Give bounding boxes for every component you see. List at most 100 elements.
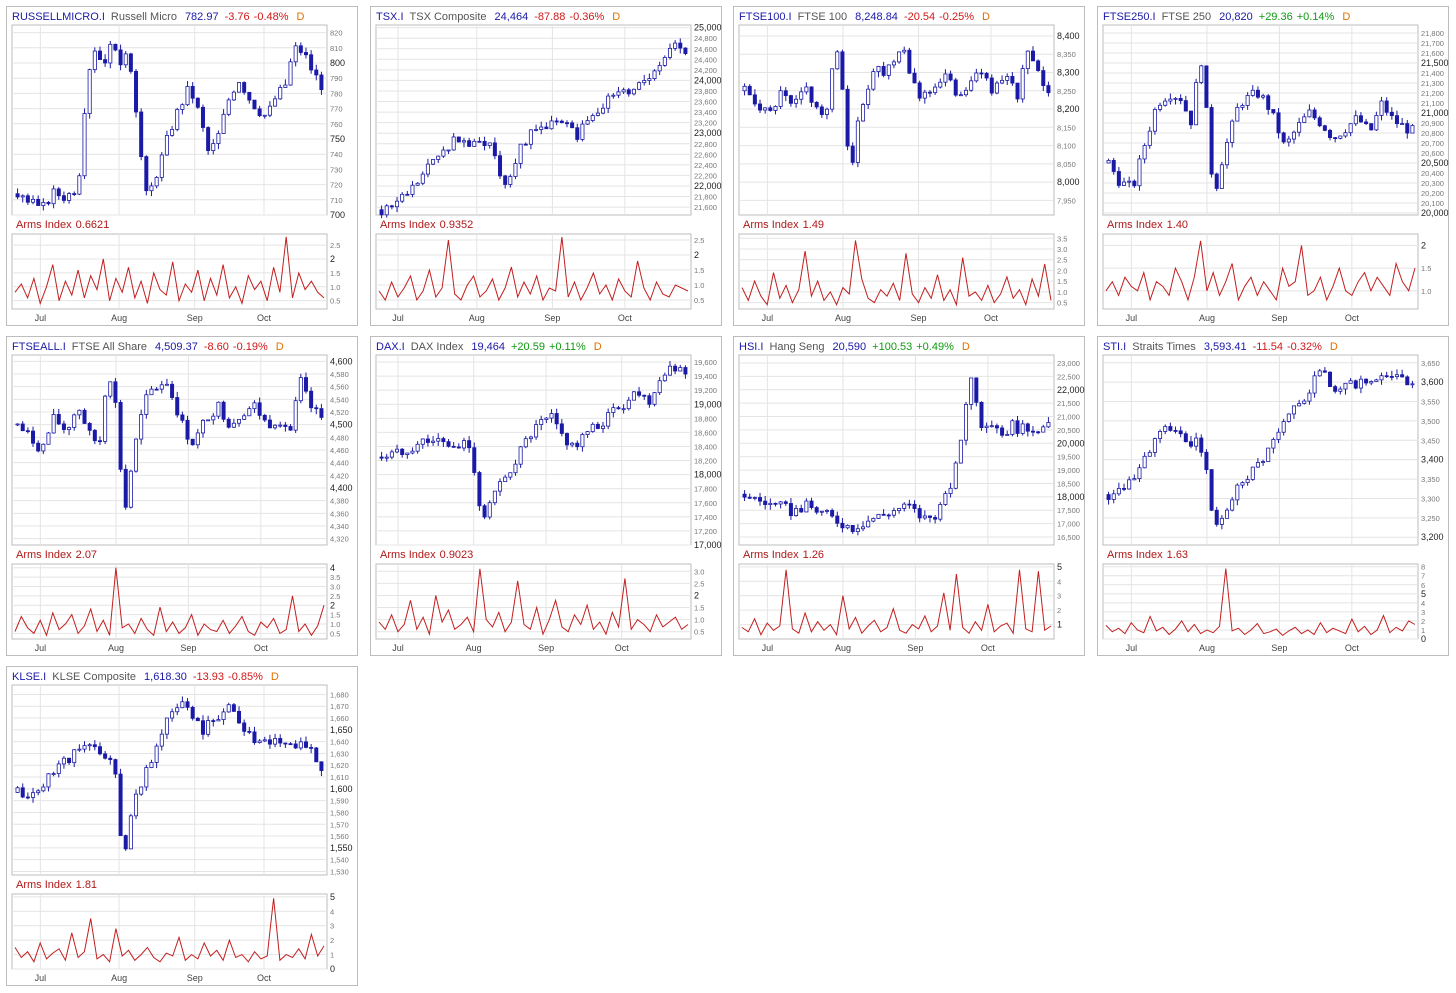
- candle-body: [36, 790, 41, 794]
- candle-body: [389, 205, 394, 208]
- candle-body: [590, 115, 595, 121]
- candle-body: [72, 749, 77, 764]
- candle-body: [683, 47, 688, 54]
- price-tick-label: 4,360: [330, 509, 349, 518]
- symbol-link[interactable]: DAX.I: [376, 341, 405, 353]
- candle-body: [513, 463, 518, 474]
- arms-plot-frame: [11, 563, 328, 640]
- index-name: Russell Micro: [110, 11, 177, 23]
- price-tick-label: 700: [330, 210, 345, 220]
- price-tick-label: 25,000: [694, 23, 722, 33]
- last-price: 20,590: [832, 341, 867, 353]
- month-label: Oct: [615, 643, 630, 653]
- candle-body: [319, 761, 324, 771]
- change-percent: -0.85%: [228, 671, 263, 683]
- arms-series-line: [378, 236, 689, 302]
- price-tick-label: 4,320: [330, 535, 349, 544]
- candle-body: [303, 52, 308, 56]
- arms-tick-label: 0.5: [694, 628, 704, 637]
- candle-body: [319, 408, 324, 418]
- chart-panel-ftse100i[interactable]: 7,950 8,000 8,050 8,100 8,150 8,200 8,250 8,300…: [733, 6, 1085, 326]
- chart-header: DAX.I DAX Index 19,464 +20.59 +0.11% D: [376, 340, 602, 354]
- chart-panel-daxi[interactable]: 17,000 17,200 17,400 17,600 17,800 18,000 18,2…: [370, 336, 722, 656]
- candle-body: [809, 86, 814, 103]
- period-link[interactable]: D: [612, 11, 621, 23]
- period-link[interactable]: D: [270, 671, 279, 683]
- candle-body: [809, 500, 814, 508]
- candle-body: [77, 175, 82, 195]
- period-link[interactable]: D: [982, 11, 990, 23]
- candle-body: [1379, 375, 1384, 381]
- candle-body: [1312, 375, 1317, 394]
- candle-body: [855, 528, 860, 533]
- period-link[interactable]: D: [961, 341, 970, 353]
- price-tick-label: 1,680: [330, 690, 349, 699]
- candle-body: [819, 510, 824, 513]
- price-tick-label: 820: [330, 29, 343, 38]
- candle-body: [139, 786, 144, 795]
- candle-body: [72, 193, 77, 196]
- candle-body: [221, 113, 226, 134]
- month-label: Sep: [180, 643, 196, 653]
- arms-index-value: 1.26: [802, 549, 825, 561]
- price-tick-label: 740: [330, 150, 343, 159]
- price-tick-label: 790: [330, 74, 343, 83]
- symbol-link[interactable]: STI.I: [1103, 341, 1127, 353]
- symbol-link[interactable]: FTSEALL.I: [12, 341, 66, 353]
- arms-tick-label: 0: [330, 964, 335, 974]
- chart-panel-tsxi[interactable]: 21,600 21,800 22,000 22,200 22,400 22,600 22,8…: [370, 6, 722, 326]
- candle-body: [523, 143, 528, 146]
- symbol-link[interactable]: FTSE100.I: [739, 11, 792, 23]
- candle-body: [752, 497, 757, 499]
- period-link[interactable]: D: [593, 341, 602, 353]
- period-link[interactable]: D: [275, 341, 284, 353]
- period-link[interactable]: D: [296, 11, 305, 23]
- chart-panel-ftsealli[interactable]: 4,320 4,340 4,360 4,380 4,400 4,420 4,440 4,460…: [6, 336, 358, 656]
- candle-body: [108, 43, 113, 64]
- candle-body: [554, 120, 559, 123]
- month-label: Aug: [108, 643, 124, 653]
- candle-body: [943, 493, 948, 505]
- price-tick-label: 750: [330, 134, 345, 144]
- candle-body: [804, 500, 809, 513]
- price-tick-label: 4,340: [330, 522, 349, 531]
- period-link[interactable]: D: [1342, 11, 1351, 23]
- chart-panel-ftse250i[interactable]: 20,000 20,100 20,200 20,300 20,400 20,500 20,6…: [1097, 6, 1449, 326]
- arms-tick-label: 2: [1421, 240, 1426, 250]
- candle-body: [41, 201, 46, 206]
- chart-panel-stii[interactable]: 3,200 3,250 3,300 3,350 3,400 3,450 3,500 3,550…: [1097, 336, 1449, 656]
- symbol-link[interactable]: FTSE250.I: [1103, 11, 1156, 23]
- candle-body: [31, 198, 36, 203]
- price-tick-label: 8,050: [1057, 160, 1076, 169]
- symbol-link[interactable]: RUSSELLMICRO.I: [12, 11, 105, 23]
- candle-body: [1010, 420, 1015, 435]
- symbol-link[interactable]: TSX.I: [376, 11, 404, 23]
- arms-index-title: Arms Index: [16, 549, 72, 561]
- arms-index-label: Arms Index 1.49: [739, 219, 824, 231]
- arms-tick-label: 3.0: [330, 583, 340, 592]
- candle-body: [170, 711, 175, 719]
- price-tick-label: 20,100: [1421, 199, 1444, 208]
- candle-body: [575, 127, 580, 140]
- candle-body: [206, 419, 211, 422]
- candle-body: [1183, 100, 1188, 112]
- candle-body: [1322, 370, 1327, 373]
- month-label: Oct: [981, 643, 996, 653]
- candle-body: [1261, 461, 1266, 463]
- chart-panel-hsii[interactable]: 16,500 17,000 17,500 18,000 18,500 19,000 19,5…: [733, 336, 1085, 656]
- chart-panel-russellmicroi[interactable]: 700 710 720 730 740 750 760 770 780 790 800 810 820 0…: [6, 6, 358, 326]
- candle-body: [77, 748, 82, 751]
- arms-index-title: Arms Index: [1107, 219, 1163, 231]
- candle-body: [1369, 381, 1374, 384]
- candle-body: [647, 395, 652, 405]
- chart-panel-klsei[interactable]: 1,530 1,540 1,550 1,560 1,570 1,580 1,590 1,600…: [6, 666, 358, 986]
- period-link[interactable]: D: [1329, 341, 1338, 353]
- candle-body: [564, 122, 569, 125]
- symbol-link[interactable]: KLSE.I: [12, 671, 47, 683]
- candle-body: [180, 414, 185, 421]
- candle-body: [1204, 451, 1209, 470]
- symbol-link[interactable]: HSI.I: [739, 341, 764, 353]
- change-percent: -0.19%: [232, 341, 268, 353]
- candle-body: [606, 95, 611, 109]
- candle-body: [293, 400, 298, 431]
